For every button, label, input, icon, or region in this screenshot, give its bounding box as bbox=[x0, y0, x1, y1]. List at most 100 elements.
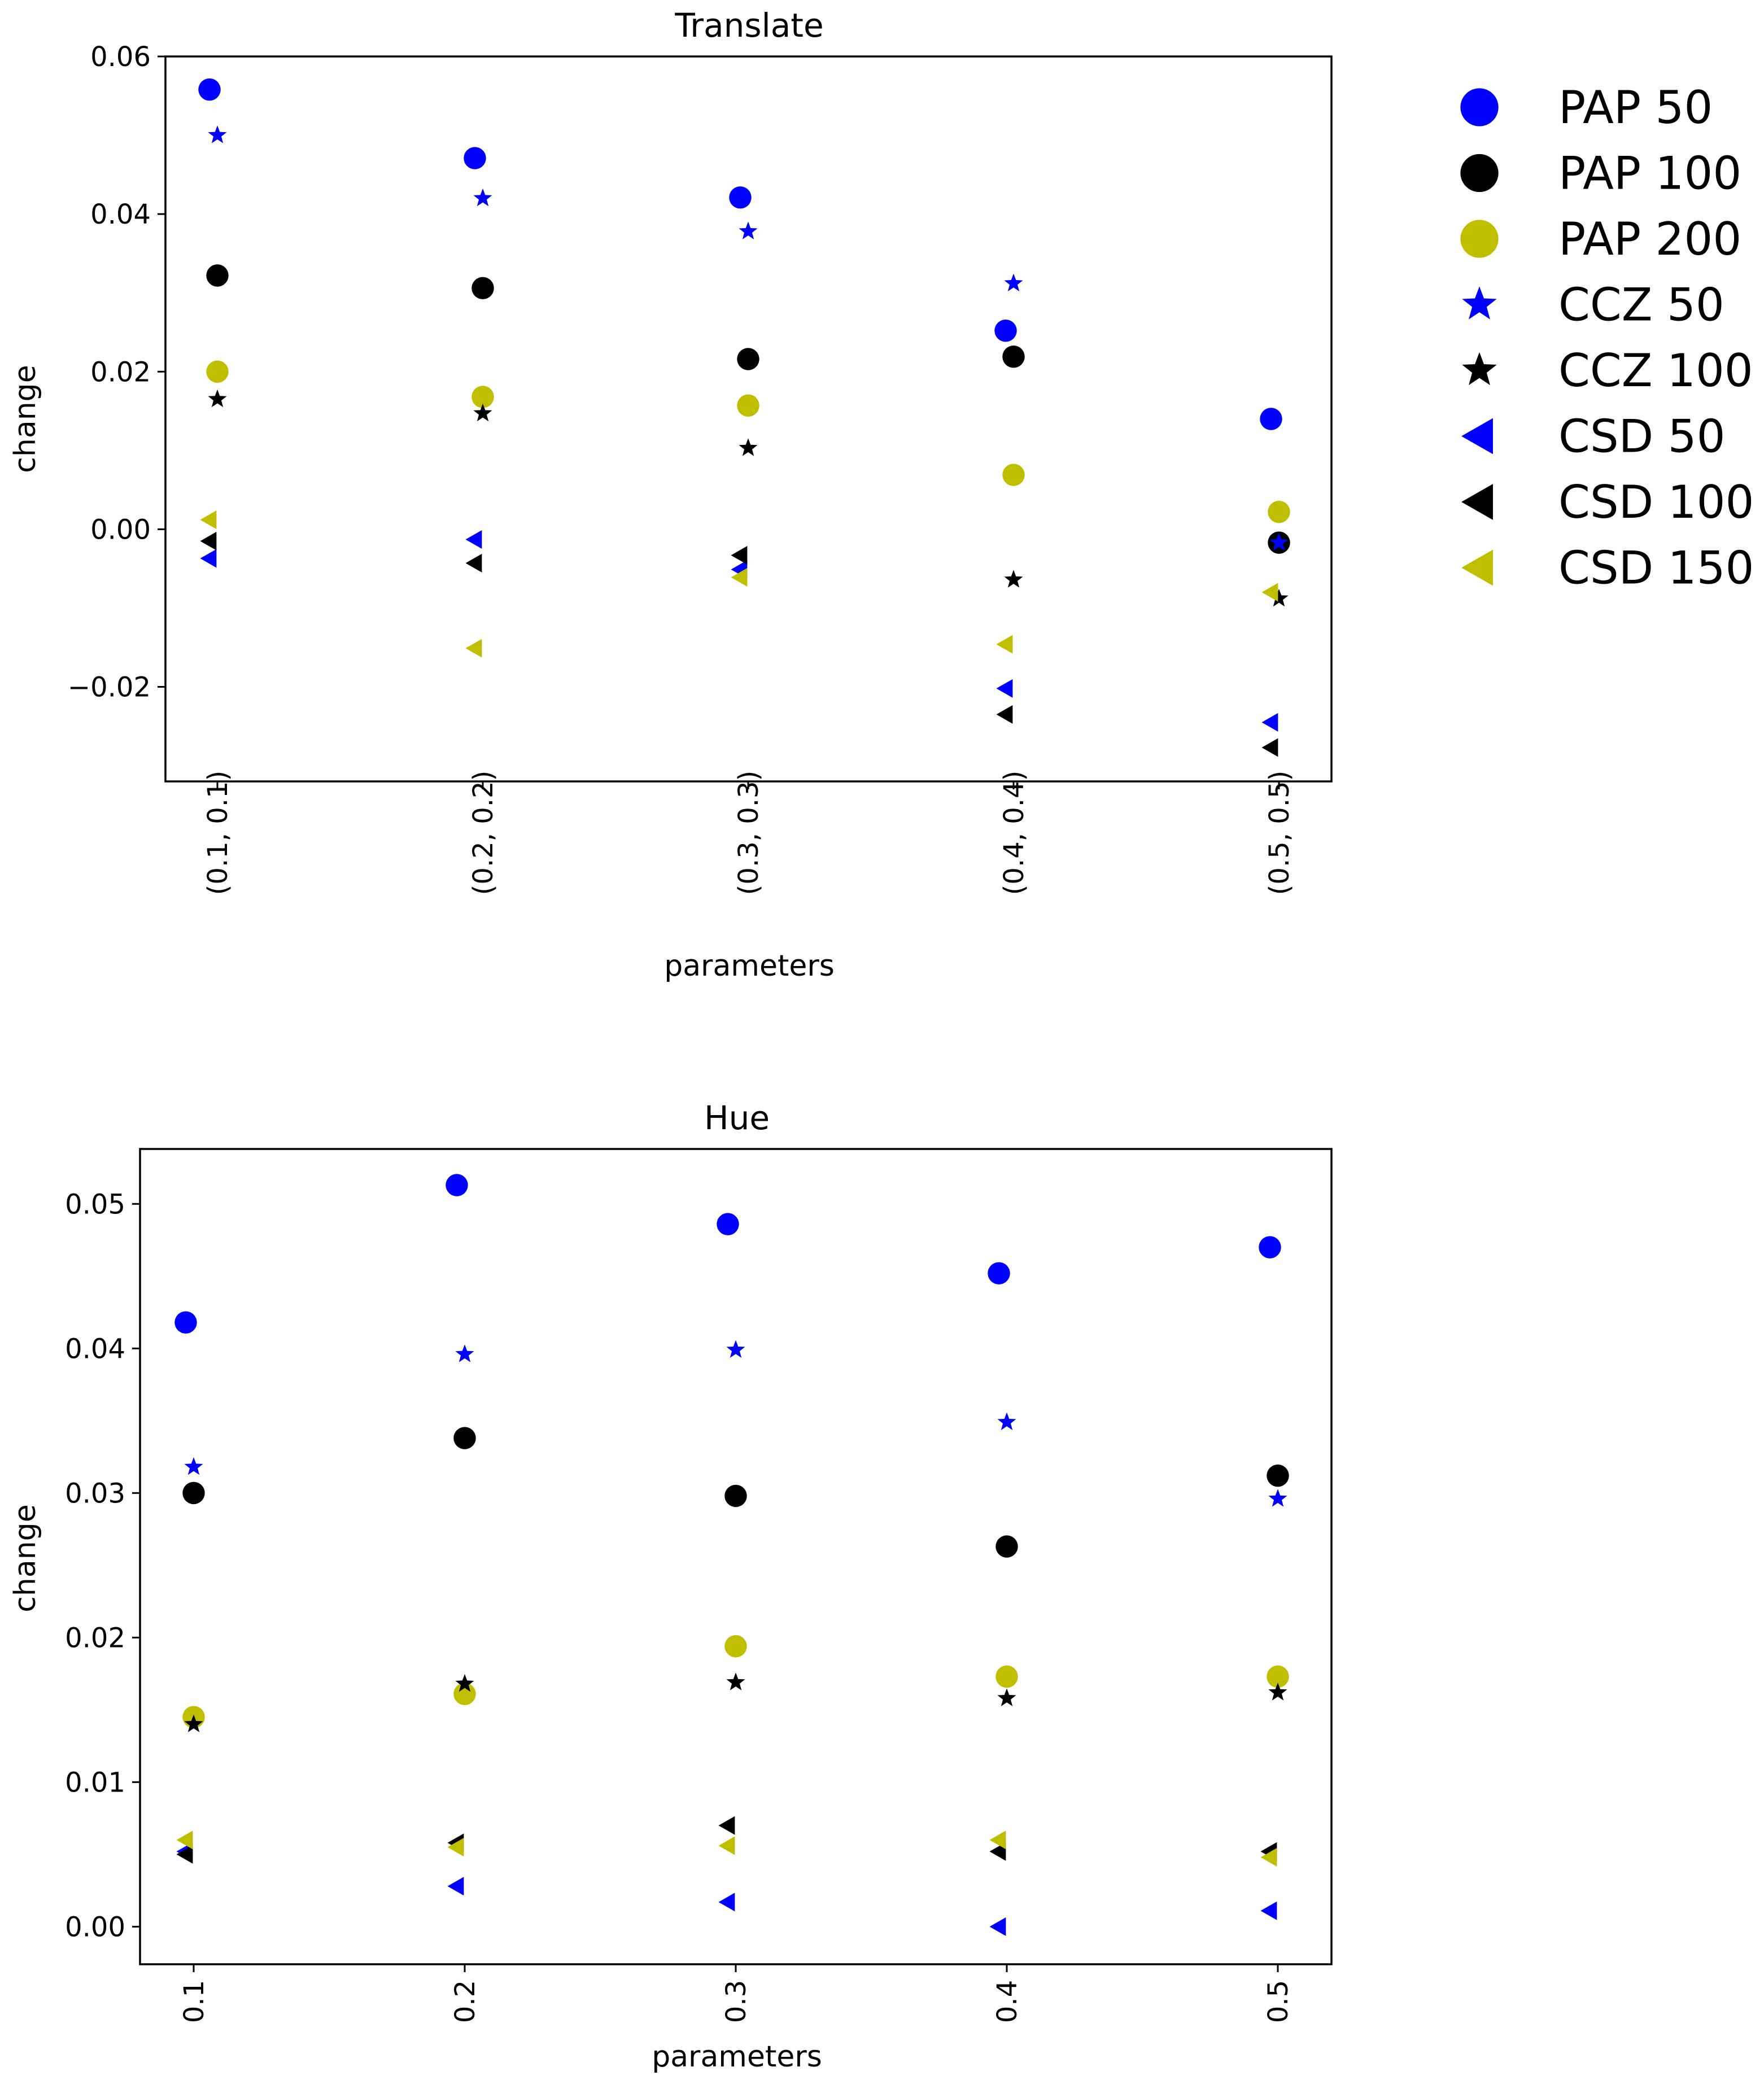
plot-frame bbox=[164, 55, 1333, 783]
legend-marker-pap-200 bbox=[1460, 220, 1499, 258]
y-tick-label: 0.02 bbox=[90, 356, 151, 388]
point-csd-50-3 bbox=[718, 1893, 735, 1912]
point-csd-150-2 bbox=[465, 639, 482, 658]
x-tick-label: (0.3, 0.3) bbox=[733, 771, 765, 895]
point-ccz-100-4 bbox=[997, 1688, 1016, 1706]
x-tick-label: (0.4, 0.4) bbox=[998, 771, 1030, 895]
legend-marker-pap-100 bbox=[1460, 154, 1499, 193]
chart-title: Translate bbox=[674, 6, 823, 45]
point-csd-100-3 bbox=[731, 545, 748, 565]
point-ccz-100-3 bbox=[739, 438, 758, 456]
legend-label: CSD 100 bbox=[1558, 476, 1754, 528]
point-pap-100-1 bbox=[182, 1482, 205, 1505]
point-csd-100-3 bbox=[718, 1816, 735, 1835]
point-pap-200-5 bbox=[1268, 500, 1290, 523]
point-ccz-100-1 bbox=[208, 389, 227, 408]
point-pap-100-4 bbox=[1002, 346, 1025, 368]
point-csd-150-1 bbox=[200, 510, 217, 530]
point-ccz-100-2 bbox=[473, 403, 492, 422]
point-ccz-100-1 bbox=[184, 1714, 203, 1733]
point-ccz-50-1 bbox=[184, 1457, 203, 1475]
point-ccz-50-3 bbox=[726, 1340, 745, 1358]
legend-label: PAP 100 bbox=[1558, 147, 1741, 200]
legend-marker-ccz-100 bbox=[1462, 352, 1497, 386]
point-pap-100-3 bbox=[724, 1484, 747, 1507]
x-tick-label: 0.5 bbox=[1263, 1980, 1294, 2023]
point-ccz-100-5 bbox=[1268, 1683, 1287, 1701]
y-tick-label: 0.05 bbox=[65, 1188, 125, 1220]
point-pap-50-3 bbox=[717, 1213, 739, 1235]
point-csd-100-4 bbox=[996, 705, 1013, 724]
point-pap-100-2 bbox=[471, 277, 494, 300]
point-csd-150-4 bbox=[989, 1830, 1006, 1850]
point-ccz-100-2 bbox=[455, 1673, 474, 1692]
data-points bbox=[174, 1174, 1289, 1936]
y-tick-label: 0.00 bbox=[65, 1911, 125, 1943]
point-csd-150-3 bbox=[731, 568, 748, 587]
point-csd-150-5 bbox=[1261, 583, 1278, 602]
x-tick-label: (0.5, 0.5) bbox=[1264, 771, 1295, 895]
y-tick-label: −0.02 bbox=[68, 672, 151, 703]
y-tick-label: 0.02 bbox=[65, 1622, 125, 1654]
x-tick-label: 0.3 bbox=[721, 1980, 752, 2023]
legend-label: PAP 200 bbox=[1558, 213, 1741, 265]
legend-label: CSD 150 bbox=[1558, 542, 1754, 595]
point-ccz-50-1 bbox=[208, 125, 227, 143]
x-tick-label: 0.2 bbox=[449, 1980, 481, 2023]
data-points bbox=[198, 78, 1290, 757]
point-pap-200-4 bbox=[995, 1665, 1018, 1688]
legend-marker-csd-50 bbox=[1461, 418, 1493, 455]
point-csd-50-4 bbox=[989, 1917, 1006, 1936]
point-pap-100-3 bbox=[737, 348, 759, 370]
x-tick-label: 0.1 bbox=[178, 1980, 210, 2023]
point-csd-100-5 bbox=[1261, 738, 1278, 757]
legend-label: PAP 50 bbox=[1558, 81, 1713, 134]
translate-chart: Translate −0.02 0.00 0.02 0.04 0.06 (0.1, 0.… bbox=[8, 6, 1333, 983]
point-csd-150-5 bbox=[1260, 1848, 1277, 1867]
x-tick-label: (0.1, 0.1) bbox=[202, 771, 234, 895]
legend-marker-ccz-50 bbox=[1462, 286, 1497, 320]
legend-label: CSD 50 bbox=[1558, 410, 1725, 463]
point-pap-200-3 bbox=[724, 1635, 747, 1658]
point-ccz-50-3 bbox=[739, 221, 758, 239]
point-pap-200-2 bbox=[471, 386, 494, 408]
point-csd-50-5 bbox=[1260, 1901, 1277, 1920]
point-csd-50-2 bbox=[447, 1877, 464, 1896]
y-tick-label: 0.06 bbox=[90, 41, 151, 73]
point-csd-100-2 bbox=[465, 553, 482, 573]
legend: PAP 50 PAP 100 PAP 200 CCZ 50 CCZ 100 CSD 50 C… bbox=[1460, 81, 1754, 595]
legend-marker-pap-50 bbox=[1460, 88, 1499, 126]
point-csd-50-2 bbox=[465, 530, 482, 549]
point-pap-200-1 bbox=[206, 360, 229, 383]
point-ccz-50-2 bbox=[455, 1344, 474, 1362]
legend-marker-csd-150 bbox=[1461, 549, 1493, 586]
point-pap-100-1 bbox=[206, 264, 229, 287]
point-pap-50-4 bbox=[988, 1262, 1010, 1284]
point-pap-50-5 bbox=[1260, 408, 1282, 430]
x-axis: (0.1, 0.1) (0.2, 0.2) (0.3, 0.3) (0.4, 0.4)… bbox=[202, 771, 1295, 895]
x-axis-label: parameters bbox=[652, 2040, 822, 2074]
legend-label: CCZ 100 bbox=[1558, 344, 1753, 397]
y-axis: −0.02 0.00 0.02 0.04 0.06 bbox=[68, 41, 165, 703]
point-ccz-50-5 bbox=[1268, 1489, 1287, 1507]
point-pap-100-5 bbox=[1267, 1464, 1289, 1487]
point-csd-100-1 bbox=[200, 531, 217, 550]
y-tick-label: 0.00 bbox=[90, 514, 151, 545]
point-pap-50-1 bbox=[198, 78, 221, 101]
point-pap-50-3 bbox=[729, 186, 752, 209]
y-axis-label: change bbox=[8, 365, 42, 473]
point-csd-50-1 bbox=[200, 549, 217, 568]
point-csd-100-1 bbox=[176, 1845, 193, 1864]
point-csd-150-2 bbox=[447, 1838, 464, 1857]
point-pap-200-2 bbox=[453, 1683, 476, 1705]
point-pap-50-2 bbox=[446, 1174, 468, 1196]
point-pap-50-1 bbox=[174, 1311, 197, 1334]
point-csd-150-3 bbox=[718, 1836, 735, 1855]
point-pap-50-2 bbox=[464, 147, 486, 169]
hue-chart: Hue 0.000.010.020.030.040.05 0.1 0.2 0.3 0.… bbox=[8, 1099, 1333, 2074]
point-csd-150-4 bbox=[996, 635, 1013, 654]
x-axis: 0.1 0.2 0.3 0.4 0.5 bbox=[178, 1964, 1294, 2023]
y-tick-label: 0.04 bbox=[65, 1333, 125, 1365]
point-pap-200-3 bbox=[737, 394, 759, 417]
